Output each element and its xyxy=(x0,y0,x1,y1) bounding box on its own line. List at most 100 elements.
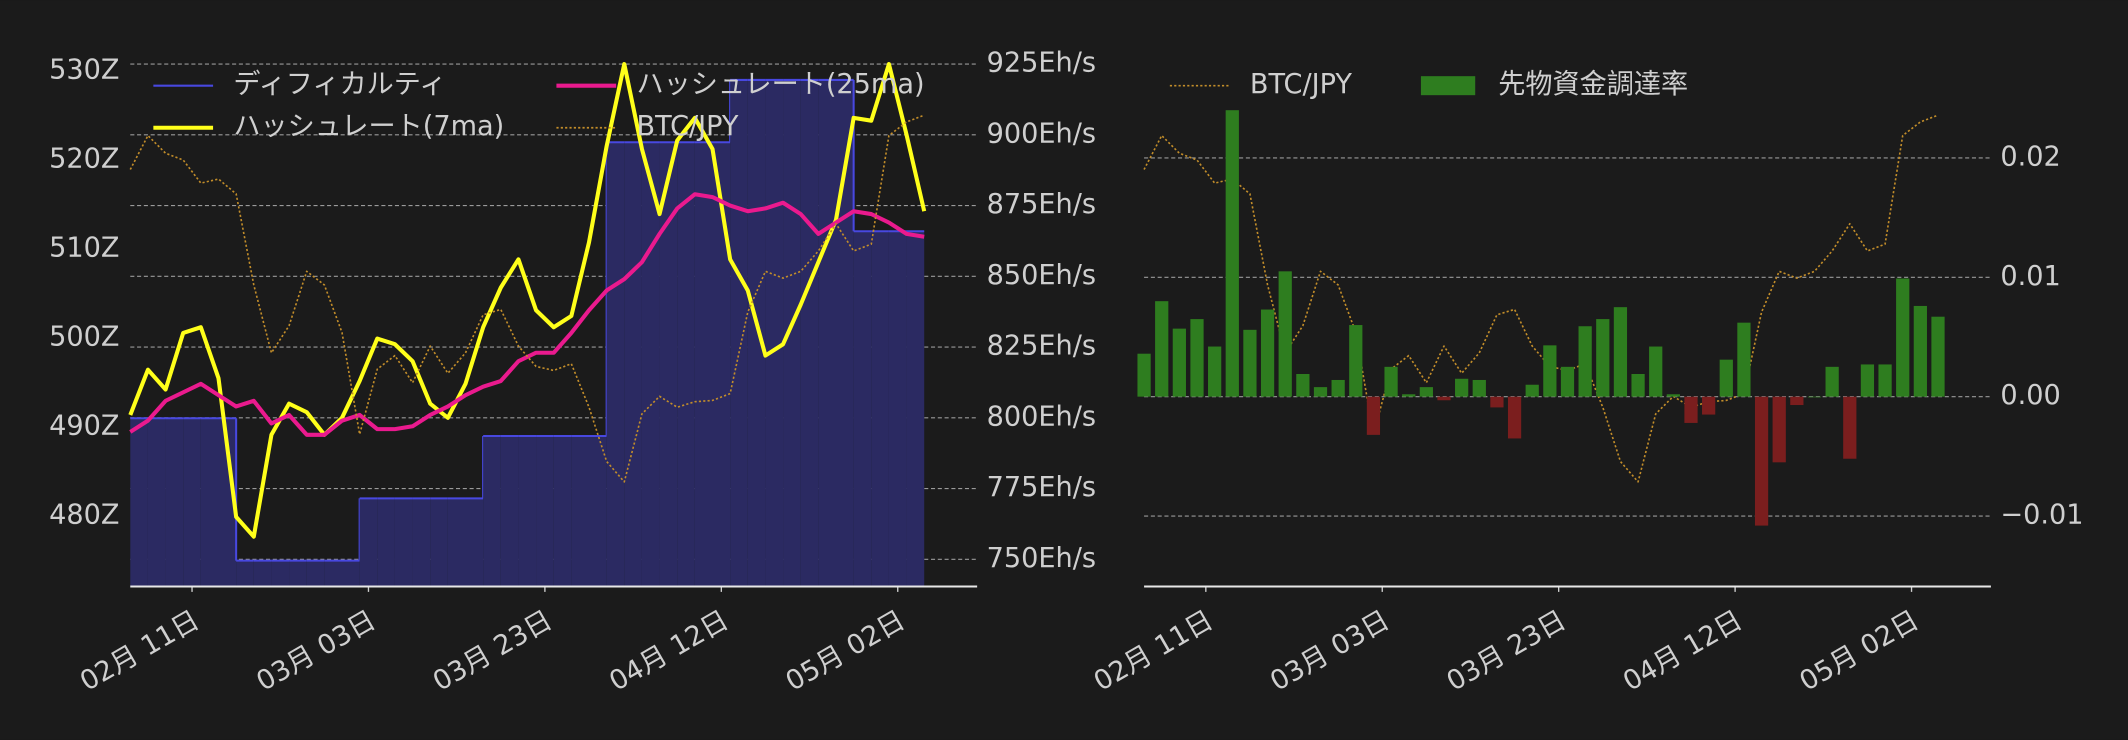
y2-tick-label: −0.01 xyxy=(2000,500,2083,531)
bar xyxy=(1719,359,1733,397)
bar xyxy=(1278,271,1292,397)
step-area xyxy=(218,418,237,587)
bar xyxy=(1560,366,1575,397)
y2-tick-label: 850Eh/s xyxy=(987,260,1096,291)
bar xyxy=(1190,319,1204,397)
step-area xyxy=(677,142,695,587)
bar xyxy=(1260,309,1275,397)
step-area xyxy=(906,231,925,587)
step-area xyxy=(289,560,307,587)
step-area xyxy=(483,436,501,587)
step-area xyxy=(800,79,819,587)
y2-tick-label: 0.02 xyxy=(2000,141,2060,172)
legend-label: 先物資金調達率 xyxy=(1498,69,1688,100)
bar xyxy=(1243,329,1257,397)
step-area xyxy=(853,231,872,587)
line xyxy=(129,192,925,437)
bar xyxy=(1702,396,1716,415)
dotted-line xyxy=(1143,114,1939,483)
bar xyxy=(1931,316,1945,397)
y2-tick-label: 900Eh/s xyxy=(987,118,1096,149)
y-tick-label: 520Z xyxy=(49,144,119,175)
y-tick-label: 480Z xyxy=(49,500,119,531)
bar xyxy=(1172,328,1186,397)
bar xyxy=(1472,379,1486,397)
legend-label: BTC/JPY xyxy=(637,111,739,142)
bar xyxy=(1137,353,1151,397)
step-area xyxy=(818,79,836,587)
step-area xyxy=(659,142,678,587)
y2-tick-label: 925Eh/s xyxy=(987,48,1096,79)
bar xyxy=(1349,325,1363,397)
step-area xyxy=(694,142,713,587)
y2-tick-label: 800Eh/s xyxy=(987,401,1096,432)
bar xyxy=(1578,326,1592,397)
step-area xyxy=(412,498,431,587)
bar xyxy=(1790,396,1804,406)
step-area xyxy=(871,231,889,587)
step-area xyxy=(271,560,290,587)
step-area xyxy=(200,418,219,587)
bar xyxy=(1225,110,1239,397)
step-area xyxy=(747,79,766,587)
bar xyxy=(1313,387,1328,397)
y2-tick-label: 0.01 xyxy=(2000,261,2060,292)
bar xyxy=(1490,396,1504,408)
step-area xyxy=(836,79,854,587)
step-area xyxy=(377,498,395,587)
bar xyxy=(1772,396,1786,463)
y2-tick-label: 825Eh/s xyxy=(987,331,1096,362)
step-area xyxy=(571,436,589,587)
bar xyxy=(1843,396,1857,459)
y2-tick-label: 750Eh/s xyxy=(987,543,1096,574)
bar xyxy=(1825,366,1839,397)
step-area xyxy=(324,560,342,587)
step-area xyxy=(589,436,607,587)
legend-key xyxy=(1420,76,1476,96)
step-area xyxy=(730,79,748,587)
bar xyxy=(1613,307,1628,397)
step-area xyxy=(236,560,254,587)
bar xyxy=(1419,387,1433,397)
bar xyxy=(1331,379,1345,397)
step-area xyxy=(465,498,484,587)
step-area xyxy=(518,436,537,587)
bar xyxy=(1684,396,1698,423)
step-area xyxy=(165,418,184,587)
step-area xyxy=(624,142,642,587)
step-area xyxy=(253,560,272,587)
step-area xyxy=(447,498,466,587)
bar xyxy=(1649,346,1663,397)
bar xyxy=(1525,384,1539,397)
step-area xyxy=(536,436,554,587)
step-area xyxy=(183,418,201,587)
bar xyxy=(1666,394,1680,397)
bar xyxy=(1754,396,1769,526)
step-area xyxy=(765,79,784,587)
y-tick-label: 510Z xyxy=(49,233,119,264)
legend-label: ハッシュレート(7ma) xyxy=(233,111,504,142)
bar xyxy=(1737,322,1751,397)
step-area xyxy=(712,142,731,587)
y-tick-label: 530Z xyxy=(49,55,119,86)
step-area xyxy=(130,418,148,587)
bar xyxy=(1455,378,1469,397)
bar xyxy=(1366,396,1381,435)
step-area xyxy=(342,560,360,587)
bar xyxy=(1631,373,1645,397)
bar xyxy=(1596,319,1610,397)
legend-label: ディフィカルティ xyxy=(233,69,446,100)
legend-label: ハッシュレート(25ma) xyxy=(637,69,925,100)
step-area xyxy=(394,498,413,587)
step-area xyxy=(783,79,801,587)
legend-label: BTC/JPY xyxy=(1250,69,1352,100)
step-area xyxy=(553,436,572,587)
step-area xyxy=(147,418,166,587)
bar xyxy=(1384,366,1398,397)
step-area xyxy=(306,560,325,587)
bar xyxy=(1860,364,1875,397)
step-area xyxy=(359,498,378,587)
y-tick-label: 500Z xyxy=(49,322,119,353)
bar xyxy=(1155,301,1169,397)
